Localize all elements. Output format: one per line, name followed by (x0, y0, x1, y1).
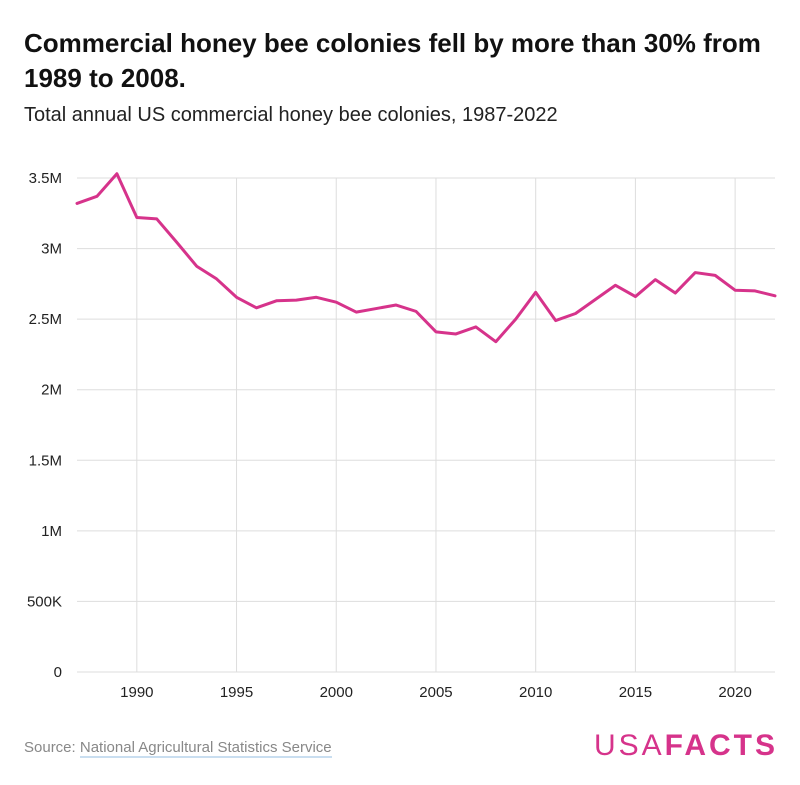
y-tick-label: 3M (41, 241, 62, 258)
y-tick-label: 1M (41, 523, 62, 540)
y-tick-label: 500K (27, 593, 62, 610)
x-tick-label: 2010 (519, 684, 552, 701)
series-group (75, 172, 777, 344)
y-tick-label: 0 (54, 664, 62, 681)
x-tick-label: 2005 (419, 684, 452, 701)
source-label: Source: (24, 739, 80, 756)
y-gridlines (77, 177, 775, 673)
line-chart: 0 500K 1M 1.5M 2M 2.5M 3M 3.5M 1990 1995 2000 2005… (27, 170, 777, 701)
x-tick-label: 2020 (718, 684, 751, 701)
y-tick-label: 3.5M (29, 170, 62, 187)
series-line (75, 172, 777, 344)
chart-title: Commercial honey bee colonies fell by mo… (24, 28, 761, 93)
y-tick-label: 2.5M (29, 311, 62, 328)
x-gridlines (136, 178, 736, 672)
logo-facts-text: FACTS (664, 729, 778, 762)
source-note: Source: National Agricultural Statistics… (24, 739, 332, 758)
chart-subtitle: Total annual US commercial honey bee col… (24, 104, 558, 126)
x-tick-label: 1995 (220, 684, 253, 701)
x-axis-tick-labels: 1990 1995 2000 2005 2010 2015 2020 (120, 684, 752, 701)
x-tick-label: 2015 (619, 684, 652, 701)
y-axis-tick-labels: 0 500K 1M 1.5M 2M 2.5M 3M 3.5M (27, 170, 62, 681)
x-tick-label: 1990 (120, 684, 153, 701)
y-tick-label: 1.5M (29, 452, 62, 469)
y-tick-label: 2M (41, 382, 62, 399)
source-link[interactable]: National Agricultural Statistics Service (79, 739, 332, 758)
logo-usa-text: USA (593, 729, 665, 762)
usafacts-logo[interactable]: USAFACTS (594, 729, 778, 763)
x-tick-label: 2000 (320, 684, 353, 701)
